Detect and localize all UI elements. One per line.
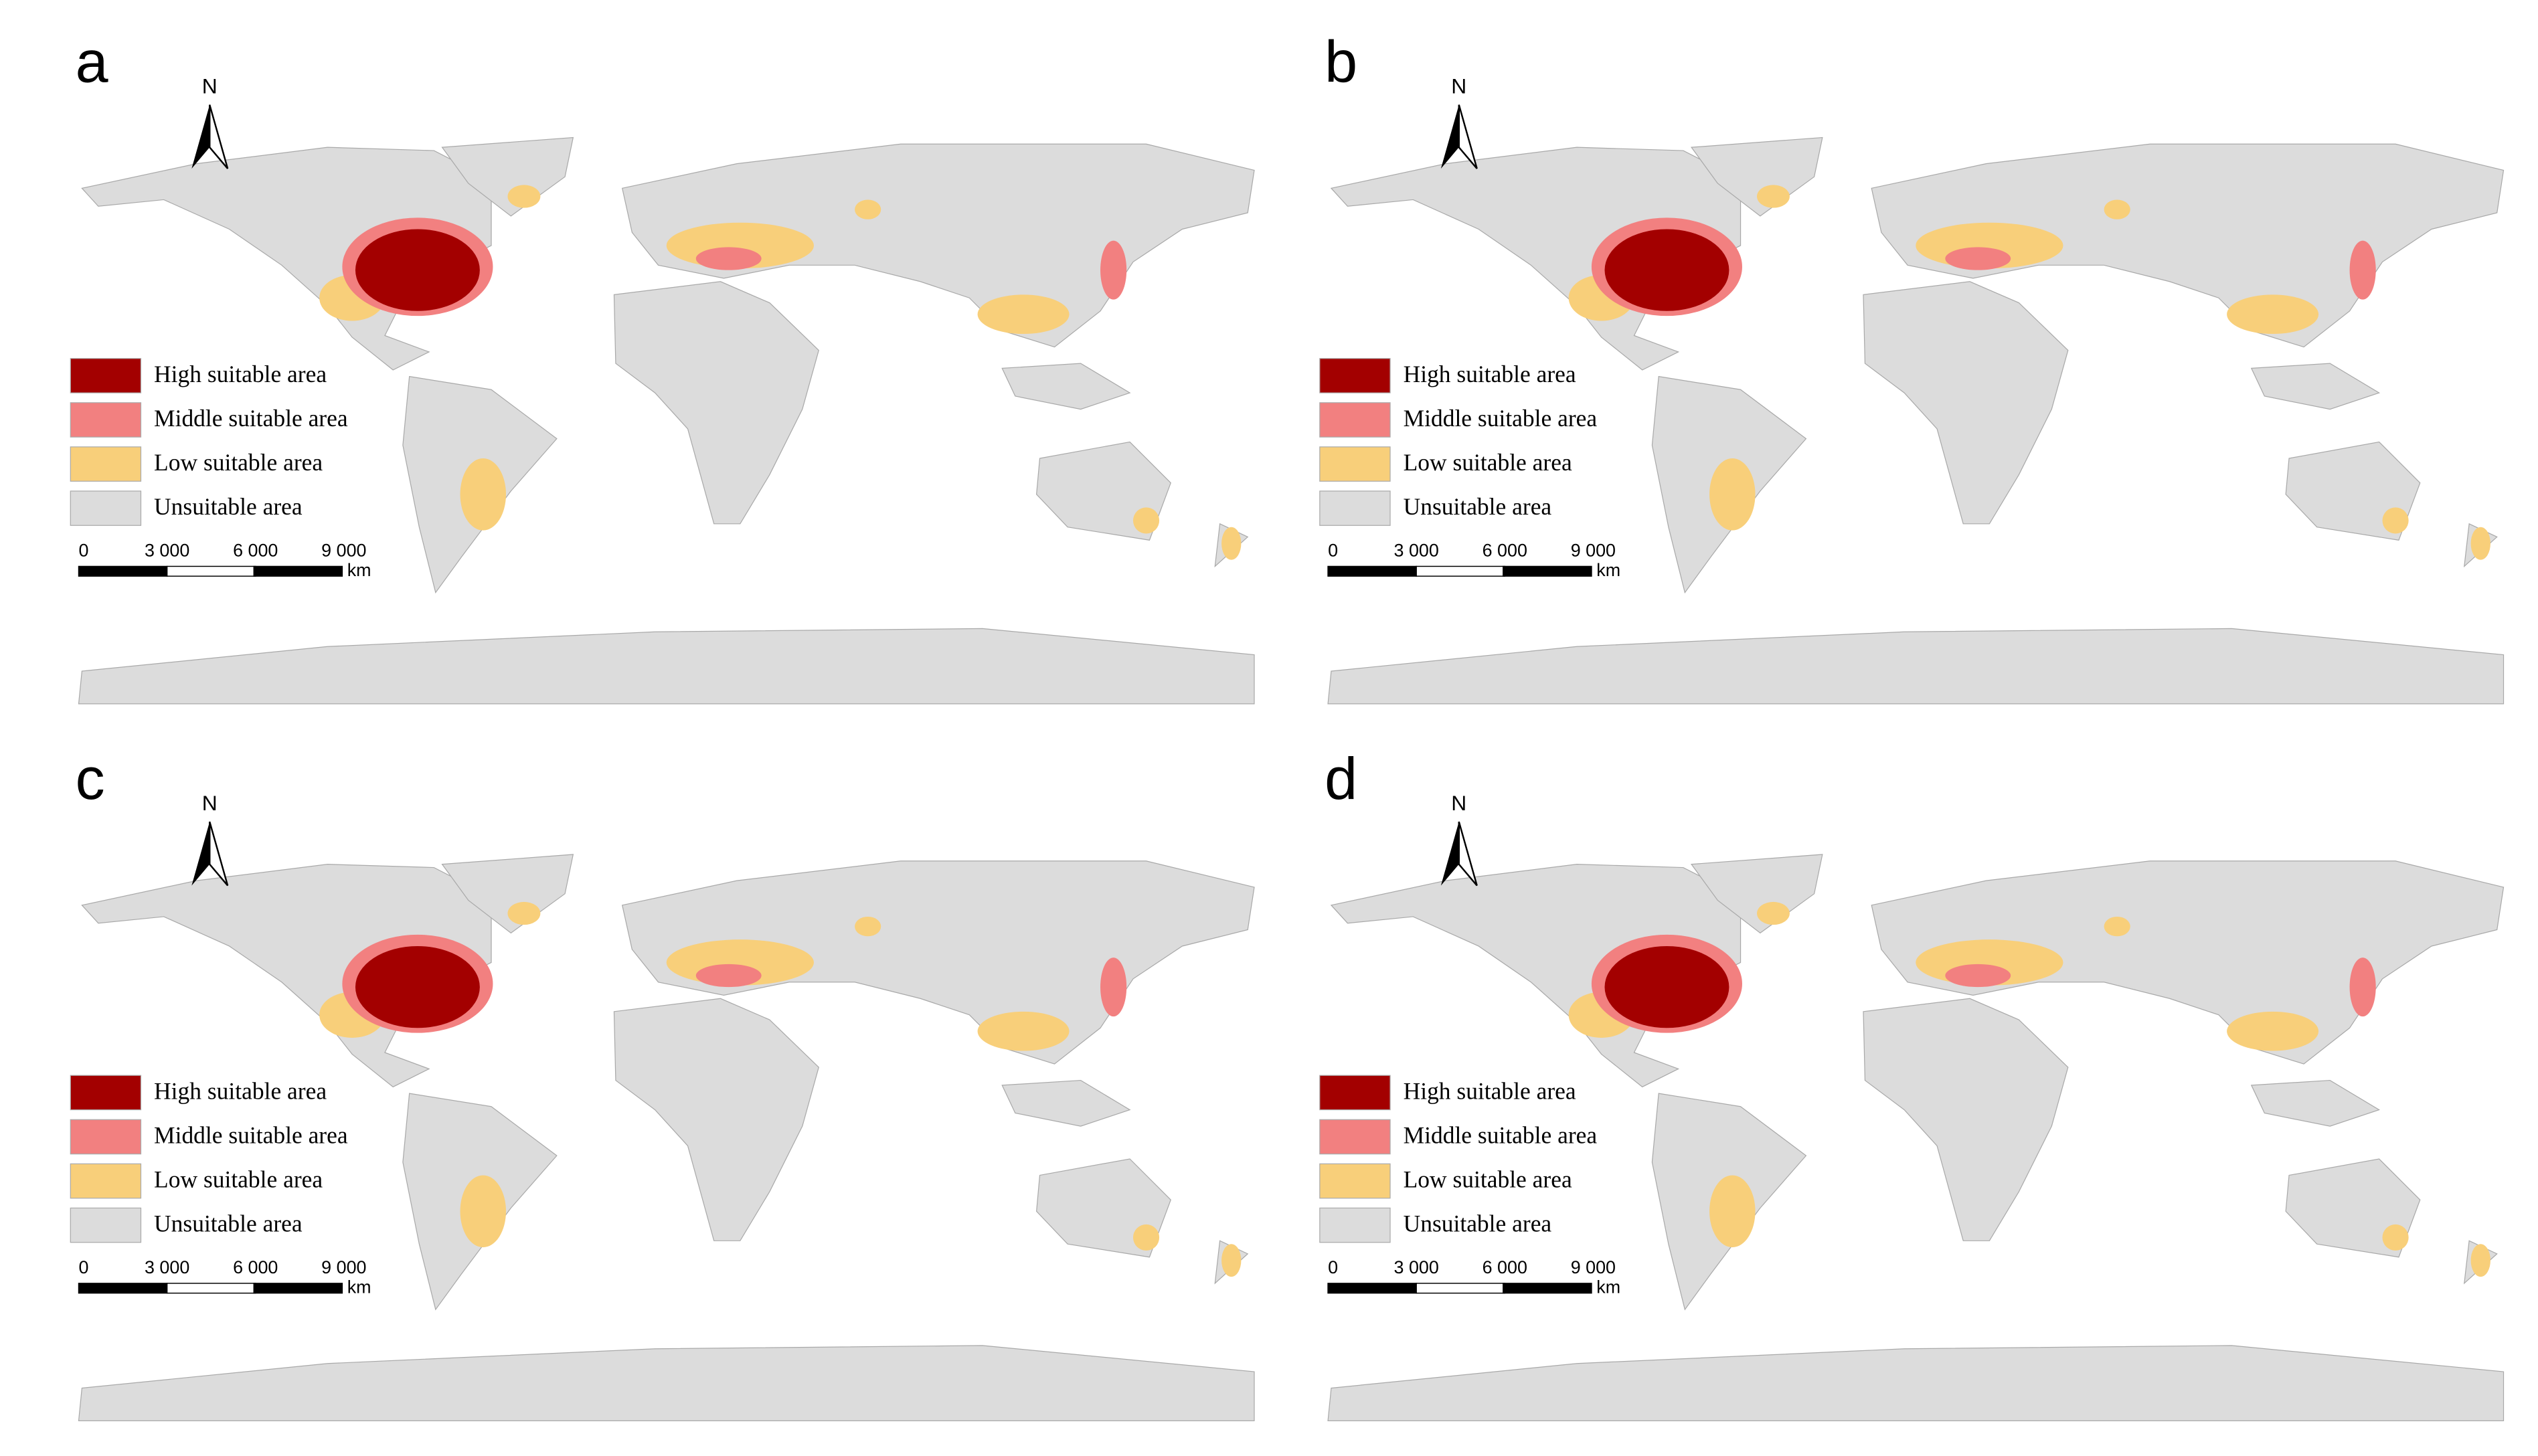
scale-bar	[1416, 1283, 1506, 1294]
legend-swatch	[1319, 1163, 1391, 1199]
legend-swatch	[70, 1075, 142, 1111]
scale-bar	[253, 565, 343, 577]
scale-bar	[1503, 565, 1592, 577]
scale-label: 9 000	[1571, 1257, 1616, 1277]
north-arrow	[191, 104, 210, 169]
north-arrow	[1440, 822, 1459, 886]
scale-label: 6 000	[1483, 1257, 1527, 1277]
legend-swatch	[70, 446, 142, 482]
scale-bar	[78, 1283, 168, 1294]
north-arrow	[1458, 821, 1478, 887]
legend-swatch	[1319, 402, 1391, 438]
map-panel: d N High suitable area Middle suitable area…	[1319, 745, 2505, 1422]
scale-label: 3 000	[145, 1257, 189, 1277]
scale-bar	[78, 565, 168, 577]
legend-swatch	[70, 1207, 142, 1243]
scale-label: 3 000	[1394, 1257, 1439, 1277]
legend-label: Middle suitable area	[1404, 1121, 1598, 1148]
north-arrow	[209, 821, 229, 887]
scale-unit: km	[347, 1277, 371, 1297]
scale-label: 0	[1328, 1257, 1338, 1277]
panel-label: c	[76, 745, 105, 812]
panel-label: b	[1325, 28, 1357, 94]
scale-bar	[253, 1283, 343, 1294]
scale-label: 6 000	[1483, 541, 1527, 561]
scale-label: 9 000	[321, 1257, 366, 1277]
map-panel: a N High suitable area Middle suitable area…	[70, 28, 1255, 705]
north-label: N	[1451, 791, 1466, 815]
north-arrow	[191, 822, 210, 886]
legend-label: Unsuitable area	[154, 493, 303, 520]
scale-label: 0	[79, 1257, 89, 1277]
legend-label: Unsuitable area	[1404, 1210, 1552, 1237]
scale-label: 9 000	[1571, 541, 1616, 561]
legend-swatch	[1319, 1119, 1391, 1155]
map-panel: c N High suitable area Middle suitable area…	[70, 745, 1255, 1422]
legend-swatch	[1319, 1075, 1391, 1111]
legend-label: Middle suitable area	[1404, 405, 1598, 432]
legend-swatch	[70, 402, 142, 438]
legend-label: High suitable area	[1404, 361, 1576, 387]
north-label: N	[1451, 74, 1466, 98]
scale-bar	[166, 1283, 256, 1294]
legend-label: Unsuitable area	[1404, 493, 1552, 520]
legend-label: Middle suitable area	[154, 1121, 348, 1148]
map-panel: b N High suitable area Middle suitable area…	[1319, 28, 2505, 705]
north-arrow	[1440, 104, 1459, 169]
scale-unit: km	[347, 560, 371, 580]
legend-label: High suitable area	[154, 1077, 327, 1104]
scale-bar	[1416, 565, 1506, 577]
legend-swatch	[70, 1163, 142, 1199]
legend-label: Middle suitable area	[154, 405, 348, 432]
scale-label: 6 000	[233, 541, 278, 561]
north-arrow	[1458, 104, 1478, 169]
north-arrow	[209, 104, 229, 169]
scale-label: 0	[1328, 541, 1338, 561]
scale-label: 3 000	[1394, 541, 1439, 561]
scale-bar	[1503, 1283, 1592, 1294]
north-label: N	[202, 74, 218, 98]
scale-bar	[1327, 565, 1417, 577]
legend-swatch	[70, 490, 142, 526]
scale-label: 3 000	[145, 541, 189, 561]
north-label: N	[202, 791, 218, 815]
legend-label: Low suitable area	[154, 1166, 323, 1192]
panel-label: a	[76, 28, 108, 94]
legend-label: Low suitable area	[1404, 1166, 1572, 1192]
scale-bar	[1327, 1283, 1417, 1294]
scale-bar	[166, 565, 256, 577]
scale-label: 6 000	[233, 1257, 278, 1277]
legend-swatch	[70, 1119, 142, 1155]
scale-label: 0	[79, 541, 89, 561]
scale-unit: km	[1596, 1277, 1620, 1297]
legend-label: Low suitable area	[154, 449, 323, 476]
legend-label: High suitable area	[154, 361, 327, 387]
scale-unit: km	[1596, 560, 1620, 580]
scale-label: 9 000	[321, 541, 366, 561]
legend-label: Unsuitable area	[154, 1210, 303, 1237]
legend-swatch	[1319, 446, 1391, 482]
legend-label: High suitable area	[1404, 1077, 1576, 1104]
legend-swatch	[1319, 490, 1391, 526]
legend-label: Low suitable area	[1404, 449, 1572, 476]
legend-swatch	[1319, 1207, 1391, 1243]
panel-label: d	[1325, 745, 1357, 812]
legend-swatch	[1319, 358, 1391, 393]
legend-swatch	[70, 358, 142, 393]
